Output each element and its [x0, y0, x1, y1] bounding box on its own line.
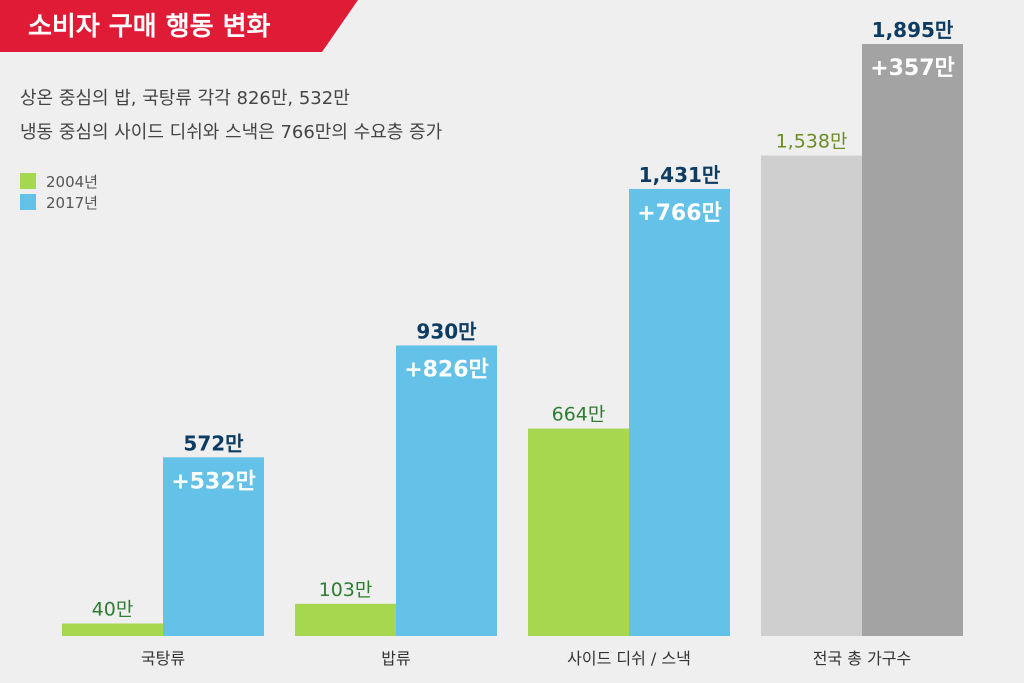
increase-label-1: +826만: [404, 357, 489, 382]
category-label-0: 국탕류: [141, 649, 185, 668]
subtitle-line-1: 상온 중심의 밥, 국탕류 각각 826만, 532만: [20, 88, 350, 109]
value-label-2017-0: 572만: [183, 431, 244, 455]
legend: 2004년 2017년: [20, 173, 98, 212]
increase-label-3: +357만: [870, 56, 955, 81]
category-label-1: 밥류: [381, 649, 410, 668]
value-label-2004-1: 103만: [319, 579, 373, 601]
bar-2004-3: [761, 155, 862, 637]
value-label-2004-0: 40만: [92, 599, 134, 621]
bar-2004-1: [295, 603, 396, 636]
value-label-2004-2: 664만: [552, 404, 606, 426]
increase-label-0: +532만: [171, 469, 256, 494]
category-label-3: 전국 총 가구수: [813, 649, 912, 668]
legend-label-2004: 2004년: [46, 173, 98, 191]
bars-layer: [62, 44, 963, 637]
bar-2017-3: [862, 44, 963, 636]
bar-2004-2: [528, 428, 629, 636]
value-label-2017-2: 1,431만: [639, 163, 721, 187]
value-label-2017-1: 930만: [416, 319, 477, 343]
value-label-2017-3: 1,895만: [872, 18, 954, 42]
bar-2017-1: [396, 345, 497, 636]
bar-2017-0: [163, 457, 264, 636]
subtitle-line-2: 냉동 중심의 사이드 디쉬와 스낵은 766만의 수요층 증가: [20, 122, 442, 143]
bar-2017-2: [629, 188, 730, 636]
legend-swatch-2004: [20, 173, 36, 189]
title-banner: 소비자 구매 행동 변화: [0, 0, 358, 52]
legend-swatch-2017: [20, 194, 36, 210]
value-label-2004-3: 1,538만: [776, 131, 848, 153]
increase-label-2: +766만: [637, 201, 722, 226]
bar-2004-0: [62, 623, 163, 636]
page-title: 소비자 구매 행동 변화: [28, 12, 271, 42]
title-banner-background: [0, 0, 358, 52]
category-label-2: 사이드 디쉬 / 스낵: [567, 649, 691, 668]
legend-label-2017: 2017년: [46, 194, 98, 212]
